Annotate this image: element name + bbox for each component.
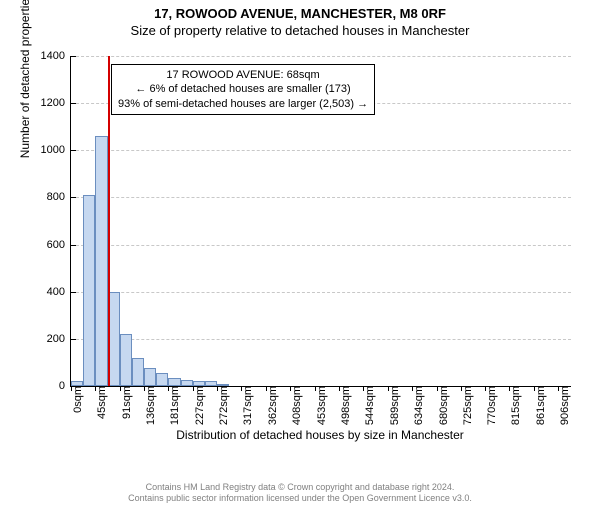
page-subtitle: Size of property relative to detached ho… [0,23,600,38]
x-tick-label: 725sqm [460,386,474,425]
x-tick-label: 861sqm [533,386,547,425]
x-tick-label: 45sqm [94,386,108,419]
x-tick-label: 589sqm [387,386,401,425]
x-tick-label: 181sqm [167,386,181,425]
x-tick-label: 544sqm [362,386,376,425]
annotation-line: 93% of semi-detached houses are larger (… [118,97,368,111]
gridline [71,150,571,151]
x-tick-label: 815sqm [508,386,522,425]
gridline [71,245,571,246]
gridline [71,292,571,293]
annotation-line: 17 ROWOOD AVENUE: 68sqm [118,68,368,82]
x-tick-label: 680sqm [436,386,450,425]
y-tick-label: 1200 [41,97,71,109]
y-tick-label: 1400 [41,50,71,62]
x-tick-label: 317sqm [240,386,254,425]
x-tick-label: 136sqm [143,386,157,425]
histogram-bar [132,358,144,386]
x-tick-label: 227sqm [192,386,206,425]
annotation-line: ← 6% of detached houses are smaller (173… [118,82,368,96]
y-tick-label: 200 [47,333,71,345]
y-axis-label: Number of detached properties [18,0,32,158]
x-tick-label: 453sqm [314,386,328,425]
histogram-chart: Number of detached properties 0200400600… [70,56,570,426]
x-tick-label: 272sqm [216,386,230,425]
x-tick-label: 0sqm [70,386,84,413]
x-tick-label: 91sqm [119,386,133,419]
gridline [71,339,571,340]
x-tick-label: 906sqm [557,386,571,425]
histogram-bar [120,334,132,386]
x-tick-label: 498sqm [338,386,352,425]
x-tick-label: 770sqm [484,386,498,425]
histogram-bar [168,378,180,386]
y-tick-label: 600 [47,239,71,251]
y-tick-label: 800 [47,191,71,203]
plot-area: 02004006008001000120014000sqm45sqm91sqm1… [70,56,571,387]
gridline [71,197,571,198]
histogram-bar [83,195,95,386]
histogram-bar [144,368,156,386]
footer-line: Contains HM Land Registry data © Crown c… [0,482,600,493]
x-axis-label: Distribution of detached houses by size … [70,428,570,442]
footer: Contains HM Land Registry data © Crown c… [0,482,600,504]
x-tick-label: 408sqm [289,386,303,425]
y-tick-label: 1000 [41,144,71,156]
footer-line: Contains public sector information licen… [0,493,600,504]
annotation-box: 17 ROWOOD AVENUE: 68sqm ← 6% of detached… [111,64,375,115]
y-tick-label: 400 [47,286,71,298]
gridline [71,56,571,57]
x-tick-label: 634sqm [411,386,425,425]
histogram-bar [181,380,193,386]
marker-line [108,56,110,386]
histogram-bar [156,373,168,386]
page-title: 17, ROWOOD AVENUE, MANCHESTER, M8 0RF [0,6,600,21]
histogram-bar [95,136,107,386]
x-tick-label: 362sqm [265,386,279,425]
